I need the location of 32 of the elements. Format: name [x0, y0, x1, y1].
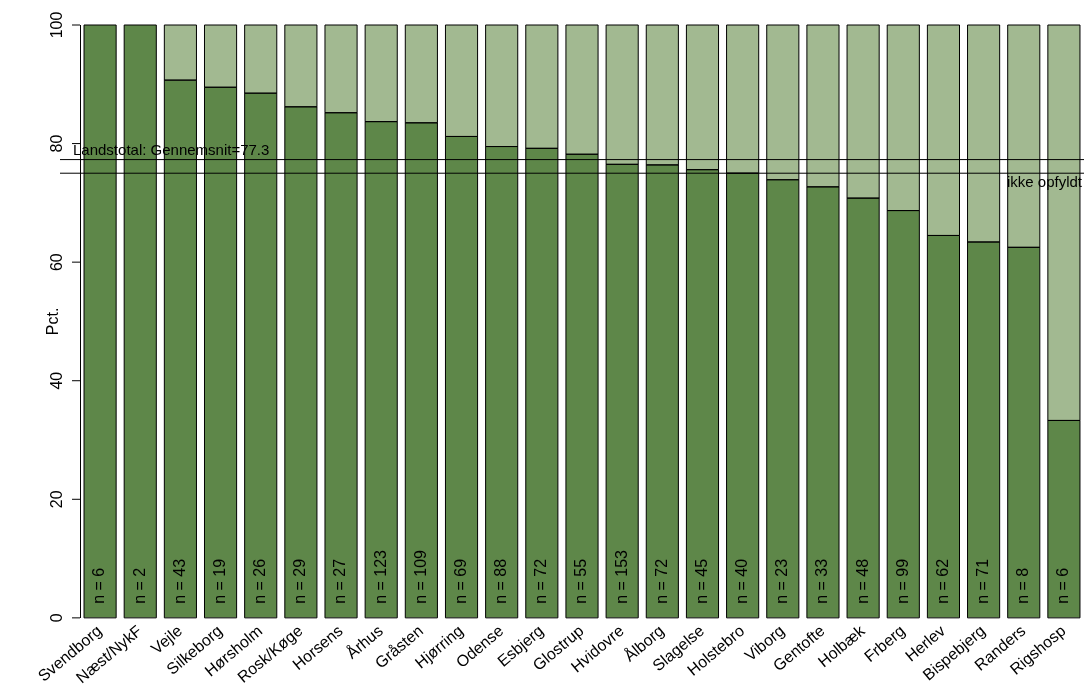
annotation: n = 71 — [974, 558, 992, 604]
annotation: n = 123 — [371, 549, 389, 604]
annotation: n = 45 — [692, 558, 710, 604]
y-tick-label: 80 — [48, 134, 66, 153]
annotation: n = 48 — [853, 558, 871, 604]
annotation: n = 8 — [1014, 567, 1032, 604]
y-tick-label: 20 — [48, 490, 66, 509]
annotation: n = 153 — [612, 549, 630, 604]
y-tick-label: 60 — [48, 253, 66, 272]
annotation: n = 2 — [130, 567, 148, 604]
annotation: n = 6 — [1054, 567, 1072, 604]
annotation: n = 43 — [170, 558, 188, 604]
y-axis-title: Pct. — [44, 307, 62, 336]
annotation: n = 29 — [291, 558, 309, 604]
annotation: n = 19 — [210, 558, 228, 604]
annotation: n = 72 — [532, 558, 550, 604]
annotation: n = 55 — [572, 558, 590, 604]
y-tick-label: 40 — [48, 371, 66, 390]
annotation: n = 40 — [733, 558, 751, 604]
annotation: n = 33 — [813, 558, 831, 604]
annotation: n = 26 — [251, 558, 269, 604]
annotation: n = 109 — [411, 549, 429, 604]
annotation: n = 99 — [893, 558, 911, 604]
annotation: n = 6 — [90, 567, 108, 604]
annotation: n = 88 — [492, 558, 510, 604]
y-tick-label: 100 — [48, 11, 66, 39]
y-tick-label: 0 — [48, 613, 66, 623]
annotation: n = 72 — [652, 558, 670, 604]
annotation: n = 62 — [933, 558, 951, 604]
annotation: n = 69 — [451, 558, 469, 604]
annotation: n = 27 — [331, 558, 349, 604]
annotation: n = 23 — [773, 558, 791, 604]
